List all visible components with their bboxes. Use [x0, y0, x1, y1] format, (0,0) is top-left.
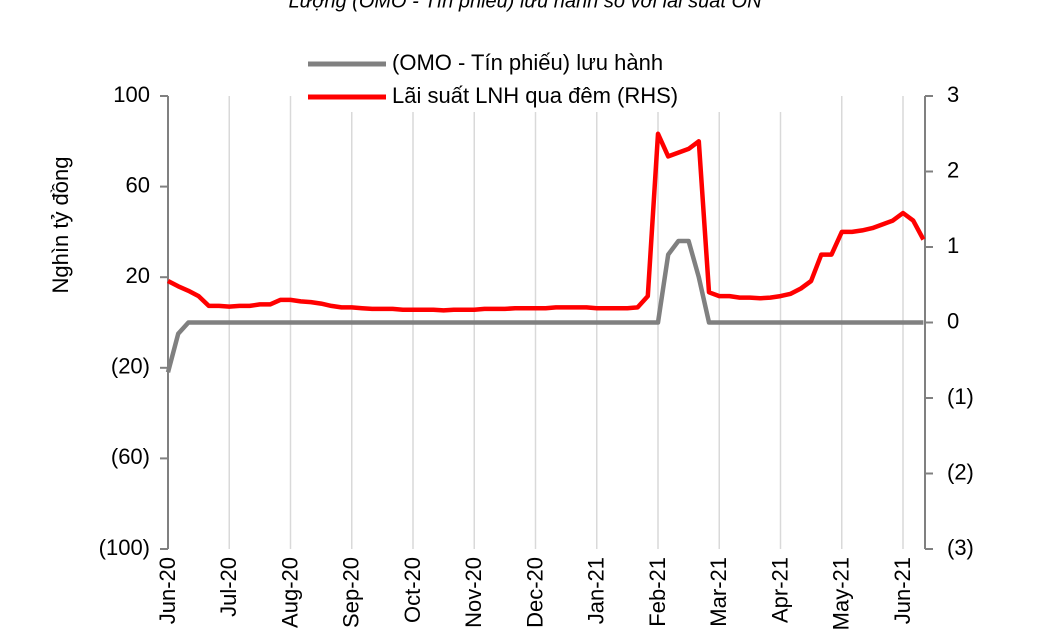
series-line	[166, 131, 926, 313]
x-tick-label: Jul-20	[216, 557, 241, 617]
legend-label: Lãi suất LNH qua đêm (RHS)	[392, 83, 678, 108]
y2-tick-label: (1)	[947, 384, 974, 409]
x-tick-label: Sep-20	[339, 557, 364, 628]
x-tick-label: May-21	[829, 557, 854, 630]
chart-title: Lượng (OMO - Tín phiếu) lưu hành so với …	[288, 0, 762, 12]
y-tick-label: 60	[126, 172, 150, 197]
y-tick-label: 20	[126, 263, 150, 288]
x-tick-label: Feb-21	[645, 557, 670, 627]
y-tick-label: (60)	[111, 444, 150, 469]
y2-tick-label: (2)	[947, 459, 974, 484]
x-tick-label: Aug-20	[277, 557, 302, 628]
y2-tick-label: 3	[947, 82, 959, 107]
y2-tick-label: 2	[947, 157, 959, 182]
legend-bg	[300, 46, 820, 112]
y2-tick-label: 1	[947, 233, 959, 258]
x-tick-label: Nov-20	[461, 557, 486, 628]
x-tick-label: Mar-21	[706, 557, 731, 627]
series-line	[165, 238, 924, 373]
x-tick-label: Jun-21	[890, 557, 915, 624]
y2-tick-label: (3)	[947, 535, 974, 560]
y-tick-label: (20)	[111, 354, 150, 379]
x-tick-label: Jan-21	[584, 557, 609, 624]
y-axis-label: Nghìn tỷ đồng	[48, 157, 73, 294]
x-tick-label: Apr-21	[767, 557, 792, 623]
x-tick-label: Jun-20	[155, 557, 180, 624]
y-tick-label: 100	[113, 82, 150, 107]
legend-label: (OMO - Tín phiếu) lưu hành	[392, 50, 663, 75]
y2-tick-label: 0	[947, 308, 959, 333]
x-tick-label: Dec-20	[522, 557, 547, 628]
y-tick-label: (100)	[99, 535, 150, 560]
x-tick-label: Oct-20	[400, 557, 425, 623]
